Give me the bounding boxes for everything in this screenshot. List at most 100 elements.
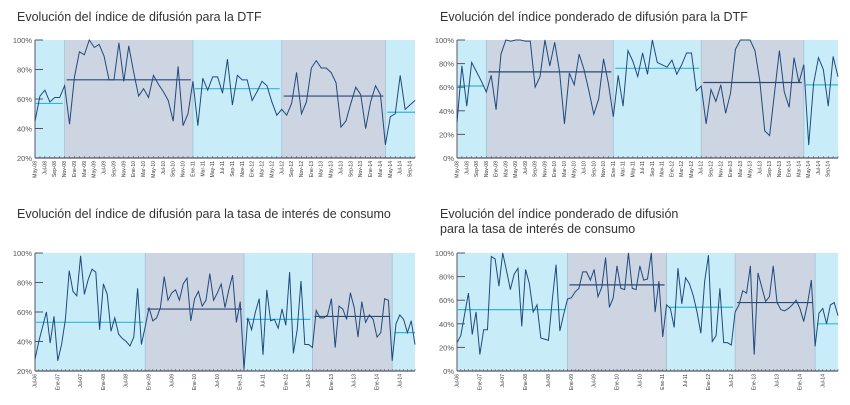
data-point xyxy=(532,311,534,313)
data-point xyxy=(65,319,66,320)
data-point xyxy=(74,76,75,78)
data-point xyxy=(148,307,150,308)
x-tick-label: Sep-13 xyxy=(348,161,354,177)
x-tick-label: Jul-08 xyxy=(546,374,552,388)
x-tick-label: Ene-07 xyxy=(477,374,483,390)
data-point xyxy=(742,290,744,292)
x-tick-label: May-12 xyxy=(269,161,275,178)
data-point xyxy=(304,344,306,345)
data-point xyxy=(715,335,717,336)
chart-4: 0% 20% 40% 60% 80% 100% Jul-06 Ene-07 Jul-07 Ene-… xyxy=(435,249,839,390)
y-tick-label: 80% xyxy=(439,273,454,282)
data-point xyxy=(456,122,458,123)
x-tick-label: Jul-10 xyxy=(582,161,588,175)
data-point xyxy=(749,39,751,41)
data-point xyxy=(114,317,116,319)
x-tick-label: Ene-14 xyxy=(368,161,374,177)
x-tick-label: Jul-06 xyxy=(33,374,39,388)
data-point xyxy=(80,255,81,257)
data-point xyxy=(335,82,337,84)
data-point xyxy=(593,114,595,115)
data-point xyxy=(256,91,258,92)
data-point xyxy=(340,126,342,128)
data-point xyxy=(227,58,228,60)
data-point xyxy=(261,81,263,82)
data-point xyxy=(46,311,47,313)
data-point xyxy=(481,81,482,82)
data-point xyxy=(44,89,46,91)
data-point xyxy=(407,332,408,333)
data-point xyxy=(239,301,241,302)
data-point xyxy=(243,369,245,370)
data-point xyxy=(548,340,549,341)
data-point xyxy=(780,309,782,310)
data-point xyxy=(110,330,112,332)
data-point xyxy=(601,286,603,288)
data-point xyxy=(163,91,164,92)
data-point xyxy=(622,105,624,107)
data-point xyxy=(220,283,222,285)
data-point xyxy=(757,272,759,274)
data-point xyxy=(54,97,56,98)
x-tick-label: Sep-14 xyxy=(826,161,832,177)
data-point xyxy=(803,64,805,66)
data-point xyxy=(710,89,712,90)
data-point xyxy=(837,315,839,316)
data-point xyxy=(569,72,570,74)
data-point xyxy=(510,289,511,290)
data-point xyxy=(179,299,180,301)
x-tick-label: May-12 xyxy=(689,161,695,178)
x-tick-label: Ene-09 xyxy=(72,161,78,177)
data-point xyxy=(266,289,268,291)
data-point xyxy=(616,265,618,267)
data-point xyxy=(540,337,542,339)
data-point xyxy=(331,298,332,300)
data-point xyxy=(312,347,313,348)
data-point xyxy=(536,304,538,306)
data-point xyxy=(723,342,724,343)
data-point xyxy=(57,360,59,361)
x-tick-label: Nov-11 xyxy=(660,161,666,177)
data-point xyxy=(476,71,477,73)
data-point xyxy=(795,299,797,301)
data-point xyxy=(823,69,824,70)
y-tick-label: 100% xyxy=(13,249,33,258)
data-point xyxy=(281,308,283,310)
data-point xyxy=(228,289,230,291)
data-point xyxy=(361,301,363,302)
data-point xyxy=(521,325,523,327)
x-tick-label: Nov-10 xyxy=(181,161,187,177)
data-point xyxy=(464,314,465,315)
data-point xyxy=(53,316,55,317)
data-point xyxy=(42,326,43,328)
data-point xyxy=(76,295,78,297)
data-point xyxy=(588,90,590,92)
x-tick-label: Sep-11 xyxy=(650,161,656,177)
data-point xyxy=(138,95,139,97)
data-point xyxy=(500,53,502,55)
data-point xyxy=(689,283,690,284)
x-tick-label: Jul-07 xyxy=(500,374,506,388)
x-tick-label: Jul-11 xyxy=(640,161,646,174)
x-tick-label: Sep-09 xyxy=(533,161,539,177)
data-point xyxy=(590,279,591,281)
x-tick-label: Mar-12 xyxy=(679,161,685,177)
data-point xyxy=(108,79,110,81)
data-point xyxy=(564,123,565,125)
data-point xyxy=(186,277,188,279)
data-point xyxy=(394,113,396,115)
data-point xyxy=(803,321,805,322)
data-point xyxy=(34,358,36,360)
data-point xyxy=(158,83,159,85)
x-tick-label: Nov-13 xyxy=(777,161,783,177)
data-point xyxy=(49,342,51,344)
data-point xyxy=(639,265,641,267)
data-point xyxy=(793,57,795,58)
data-point xyxy=(148,97,149,98)
data-point xyxy=(764,130,766,132)
data-point xyxy=(167,299,169,301)
data-point xyxy=(833,302,835,303)
x-tick-label: May-14 xyxy=(388,161,394,178)
data-point xyxy=(769,296,770,297)
x-tick-label: Nov-08 xyxy=(484,161,490,177)
